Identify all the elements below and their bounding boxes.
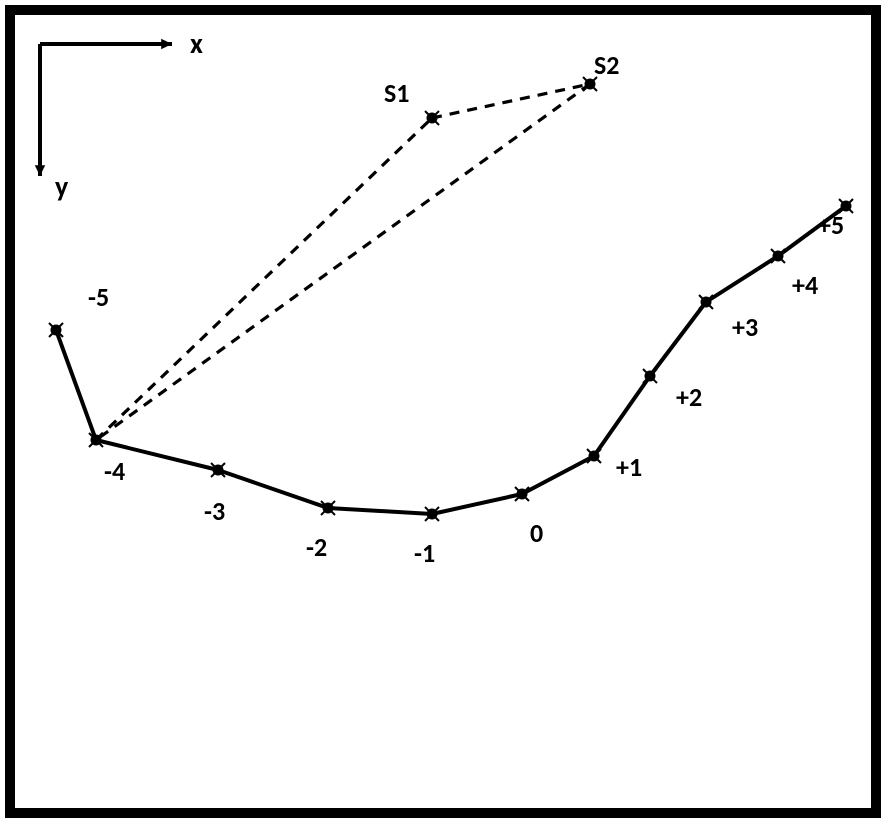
source-marker-S1 <box>425 111 439 125</box>
x-axis-label: x <box>190 26 203 61</box>
chain-marker-0 <box>515 487 529 501</box>
chain-marker-+4 <box>771 249 785 263</box>
source-label-S2: S2 <box>594 49 619 81</box>
chain-label-+5: +5 <box>818 209 844 241</box>
chain-label-+1: +1 <box>616 451 642 483</box>
chain-label--2: -2 <box>306 531 327 563</box>
chain-marker-+3 <box>699 295 713 309</box>
chain-marker-+2 <box>643 369 657 383</box>
chain-marker--4 <box>89 433 103 447</box>
chain-label--4: -4 <box>104 455 125 487</box>
chain-label--1: -1 <box>414 537 435 569</box>
chain-marker--2 <box>321 501 335 515</box>
chain-label-+3: +3 <box>732 311 758 343</box>
chain-label-+2: +2 <box>676 381 702 413</box>
chain-marker--1 <box>425 507 439 521</box>
chain-label--3: -3 <box>204 495 225 527</box>
chain-marker-+1 <box>587 449 601 463</box>
chain-label-0: 0 <box>530 517 543 549</box>
y-axis-label: y <box>55 169 69 204</box>
chain-marker--3 <box>211 463 225 477</box>
chain-label-+4: +4 <box>792 269 818 301</box>
chain-label--5: -5 <box>88 281 109 313</box>
source-label-S1: S1 <box>384 77 409 109</box>
chain-marker--5 <box>49 323 63 337</box>
